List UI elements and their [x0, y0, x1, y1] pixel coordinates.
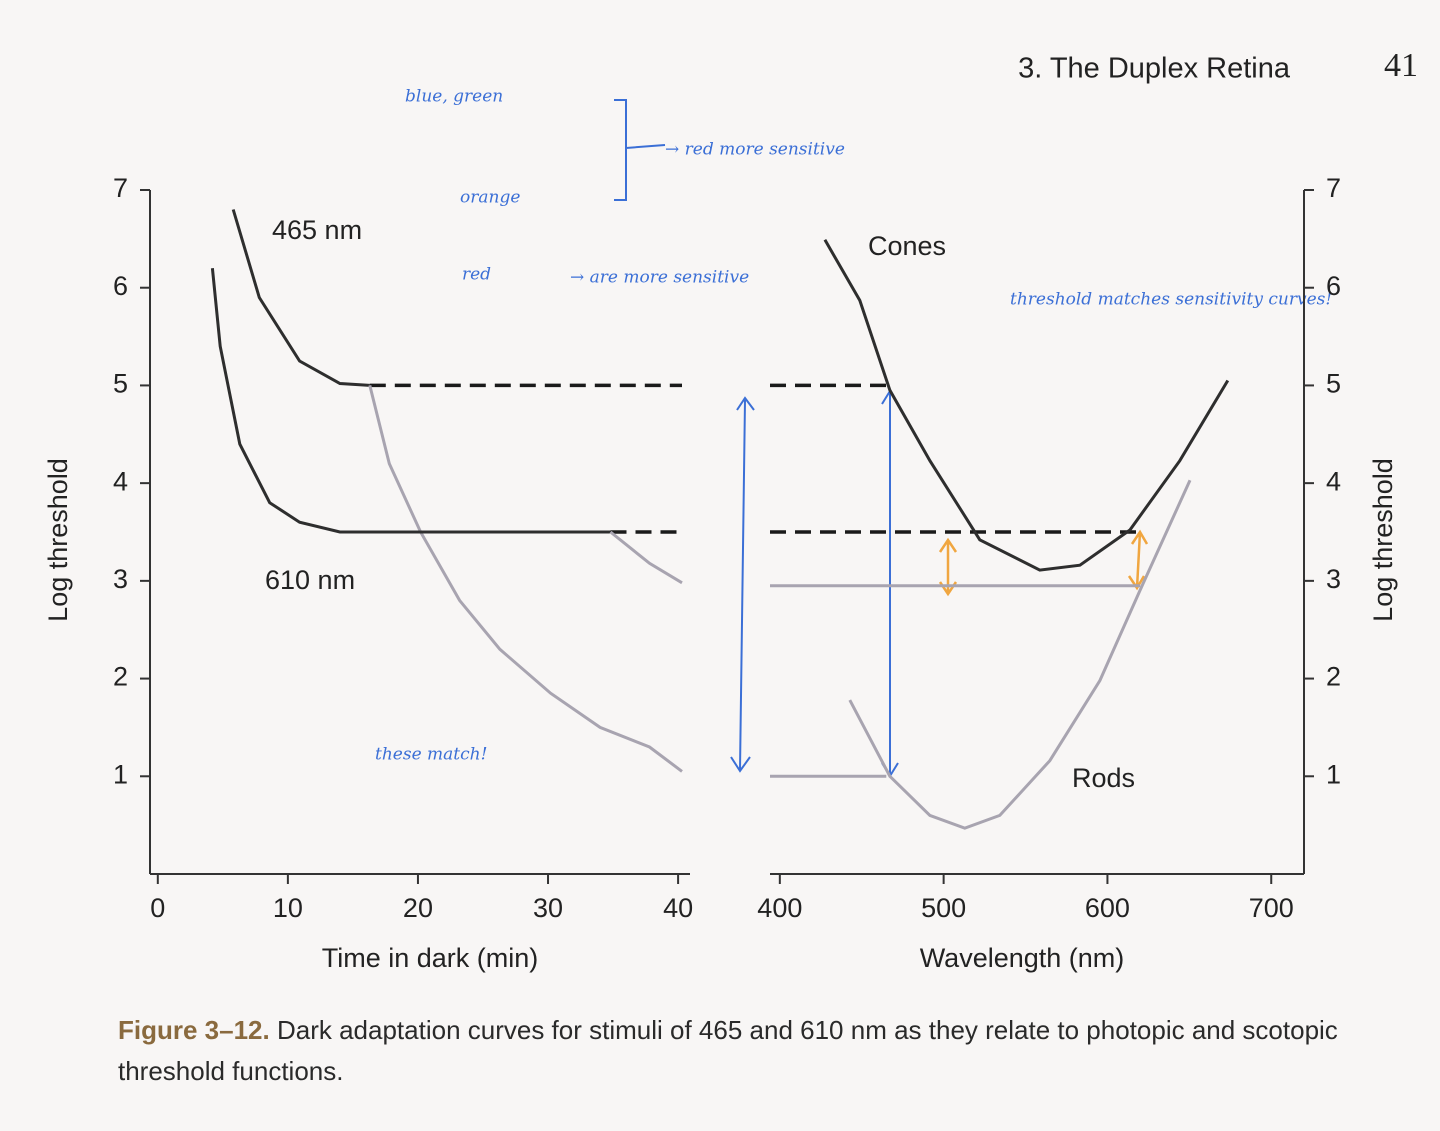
y-tick-label: 3 [1326, 564, 1341, 594]
handwritten-marks [614, 99, 899, 778]
x-tick-label: 500 [921, 893, 966, 923]
y-tick-label: 2 [113, 662, 128, 692]
curve-label: Rods [1072, 763, 1135, 793]
y-tick-label: 5 [1326, 369, 1341, 399]
y-tick-label: 2 [1326, 662, 1341, 692]
caption-label: Figure 3–12. [118, 1015, 270, 1045]
x-tick-label: 0 [150, 893, 165, 923]
y-tick-label: 7 [113, 173, 128, 203]
x-axis-label: Time in dark (min) [322, 943, 539, 973]
y-tick-label: 5 [113, 369, 128, 399]
x-tick-label: 30 [533, 893, 563, 923]
y-tick-label: 3 [113, 564, 128, 594]
x-axis-label: Wavelength (nm) [920, 943, 1125, 973]
curve [848, 479, 1192, 830]
handwritten-note: red [462, 265, 491, 285]
caption-text: Dark adaptation curves for stimuli of 46… [118, 1015, 1338, 1086]
curve [609, 530, 683, 585]
handwritten-note: orange [460, 188, 520, 208]
curve-label: Cones [868, 231, 946, 261]
handwritten-note: threshold matches sensitivity curves! [1010, 290, 1332, 310]
curve [823, 239, 1230, 572]
x-tick-label: 10 [273, 893, 303, 923]
y-tick-label: 4 [113, 466, 128, 496]
x-tick-label: 700 [1249, 893, 1294, 923]
y-tick-label: 7 [1326, 173, 1341, 203]
handwritten-note: → red more sensitive [665, 140, 845, 160]
running-title: 3. The Duplex Retina [1018, 53, 1291, 85]
y-tick-label: 6 [113, 271, 128, 301]
handwritten-note: blue, green [405, 87, 503, 107]
page-number: 41 [1384, 47, 1418, 84]
y-tick-label: 4 [1326, 466, 1341, 496]
curve [368, 385, 683, 773]
y-tick-label: 1 [113, 759, 128, 789]
y-axis-label: Log threshold [43, 458, 73, 622]
y-tick-label: 1 [1326, 759, 1341, 789]
x-tick-label: 40 [663, 893, 693, 923]
curve [210, 268, 611, 534]
caption: Figure 3–12. Dark adaptation curves for … [118, 1010, 1348, 1092]
x-tick-label: 20 [403, 893, 433, 923]
handwritten-note: → are more sensitive [570, 268, 749, 288]
curve [231, 209, 370, 387]
x-tick-label: 400 [757, 893, 802, 923]
y-tick-label: 6 [1326, 271, 1341, 301]
y-axis-label: Log threshold [1368, 458, 1398, 622]
handwritten-note: these match! [375, 745, 487, 765]
curve-label: 610 nm [265, 565, 355, 595]
curve-label: 465 nm [272, 215, 362, 245]
x-tick-label: 600 [1085, 893, 1130, 923]
